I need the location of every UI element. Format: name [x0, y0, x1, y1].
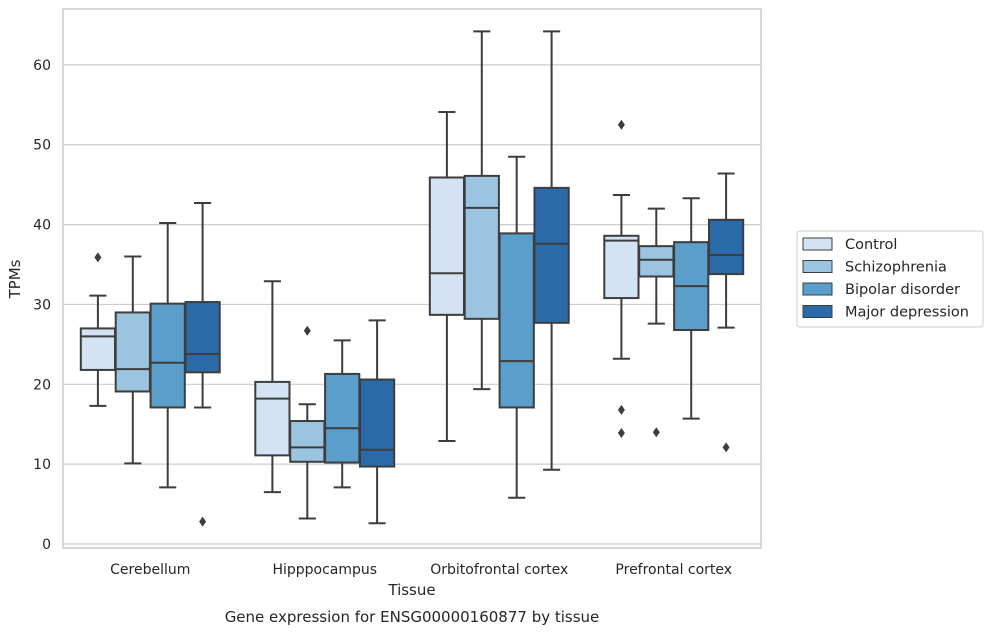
- legend-label: Control: [845, 237, 897, 253]
- x-tick-label: Hipppocampus: [272, 562, 377, 578]
- outlier-point: [722, 442, 730, 453]
- plot-frame: [62, 8, 762, 549]
- x-tick-label: Orbitofrontal cortex: [430, 562, 568, 578]
- x-tick-label: Cerebellum: [110, 562, 190, 578]
- legend-swatch: [802, 305, 833, 318]
- outlier-point: [617, 119, 625, 130]
- x-tick-labels: Cerebellum Hipppocampus Orbitofrontal cort…: [110, 562, 732, 578]
- iqr-box: [533, 186, 570, 324]
- outlier-point: [94, 252, 102, 263]
- legend: Control Schizophrenia Bipolar disorder Majo…: [796, 230, 984, 328]
- legend-swatch: [802, 237, 833, 251]
- boxes: [79, 30, 745, 527]
- box-schizophrenia: [289, 325, 326, 520]
- box-bipolar-disorder: [673, 197, 710, 420]
- box-major-depression: [358, 319, 396, 525]
- y-tick-label: 40: [33, 218, 51, 234]
- box-control: [254, 280, 291, 494]
- outlier-point: [617, 428, 625, 439]
- legend-label: Schizophrenia: [845, 260, 947, 276]
- outlier-point: [617, 404, 625, 415]
- iqr-box: [428, 176, 466, 316]
- iqr-box: [498, 232, 535, 409]
- x-axis-label: Tissue: [387, 581, 435, 599]
- box-schizophrenia: [114, 255, 151, 465]
- box-bipolar-disorder: [498, 155, 535, 499]
- box-control: [79, 252, 117, 407]
- y-tick-label: 50: [33, 138, 51, 154]
- legend-label: Bipolar disorder: [845, 282, 960, 298]
- iqr-box: [603, 234, 640, 300]
- iqr-box: [184, 301, 221, 374]
- y-tick-label: 20: [33, 377, 51, 393]
- y-tick-label: 10: [33, 457, 51, 473]
- iqr-box: [149, 302, 186, 409]
- legend-swatch: [802, 260, 833, 273]
- legend-swatch: [802, 282, 833, 296]
- y-tick-label: 60: [33, 58, 51, 74]
- box-major-depression: [707, 172, 745, 453]
- y-tick-label: 30: [33, 297, 51, 313]
- outlier-point: [199, 516, 207, 527]
- legend-frame: [796, 230, 984, 328]
- iqr-box: [358, 378, 396, 468]
- box-major-depression: [184, 202, 221, 527]
- iqr-box: [463, 174, 500, 320]
- outlier-point: [303, 325, 311, 336]
- box-major-depression: [533, 30, 570, 471]
- x-tick-label: Prefrontal cortex: [615, 562, 732, 578]
- box-schizophrenia: [463, 30, 500, 391]
- iqr-box: [638, 245, 675, 278]
- legend-label: Major depression: [845, 305, 969, 321]
- iqr-box: [707, 218, 745, 276]
- box-control: [603, 119, 640, 439]
- box-schizophrenia: [638, 207, 675, 438]
- outlier-point: [652, 427, 660, 438]
- box-bipolar-disorder: [149, 222, 186, 489]
- iqr-box: [324, 372, 361, 464]
- box-control: [428, 111, 466, 442]
- iqr-box: [114, 311, 151, 393]
- iqr-box: [254, 380, 291, 457]
- iqr-box: [289, 420, 326, 463]
- y-tick-label: 0: [42, 537, 51, 553]
- figure-caption: Gene expression for ENSG00000160877 by t…: [225, 608, 600, 626]
- box-bipolar-disorder: [324, 339, 361, 489]
- y-tick-labels: 0 10 20 30 40 50 60: [33, 58, 51, 553]
- iqr-box: [79, 327, 117, 371]
- y-axis-label: TPMs: [6, 259, 24, 299]
